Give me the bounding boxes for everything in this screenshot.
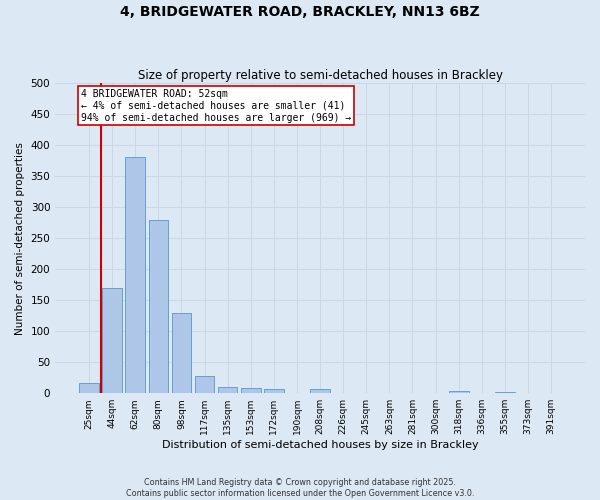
- Bar: [149, 220, 168, 393]
- Title: Size of property relative to semi-detached houses in Brackley: Size of property relative to semi-detach…: [137, 69, 503, 82]
- Bar: [264, 389, 284, 393]
- Bar: [449, 392, 469, 393]
- Bar: [79, 382, 99, 393]
- Bar: [495, 392, 515, 393]
- Bar: [195, 376, 214, 393]
- Bar: [241, 388, 260, 393]
- Text: 4 BRIDGEWATER ROAD: 52sqm
← 4% of semi-detached houses are smaller (41)
94% of s: 4 BRIDGEWATER ROAD: 52sqm ← 4% of semi-d…: [81, 90, 351, 122]
- Bar: [218, 387, 238, 393]
- Bar: [125, 157, 145, 393]
- Bar: [310, 389, 330, 393]
- Y-axis label: Number of semi-detached properties: Number of semi-detached properties: [15, 142, 25, 334]
- Bar: [172, 312, 191, 393]
- Text: Contains HM Land Registry data © Crown copyright and database right 2025.
Contai: Contains HM Land Registry data © Crown c…: [126, 478, 474, 498]
- Text: 4, BRIDGEWATER ROAD, BRACKLEY, NN13 6BZ: 4, BRIDGEWATER ROAD, BRACKLEY, NN13 6BZ: [120, 5, 480, 19]
- Bar: [103, 288, 122, 393]
- X-axis label: Distribution of semi-detached houses by size in Brackley: Distribution of semi-detached houses by …: [162, 440, 478, 450]
